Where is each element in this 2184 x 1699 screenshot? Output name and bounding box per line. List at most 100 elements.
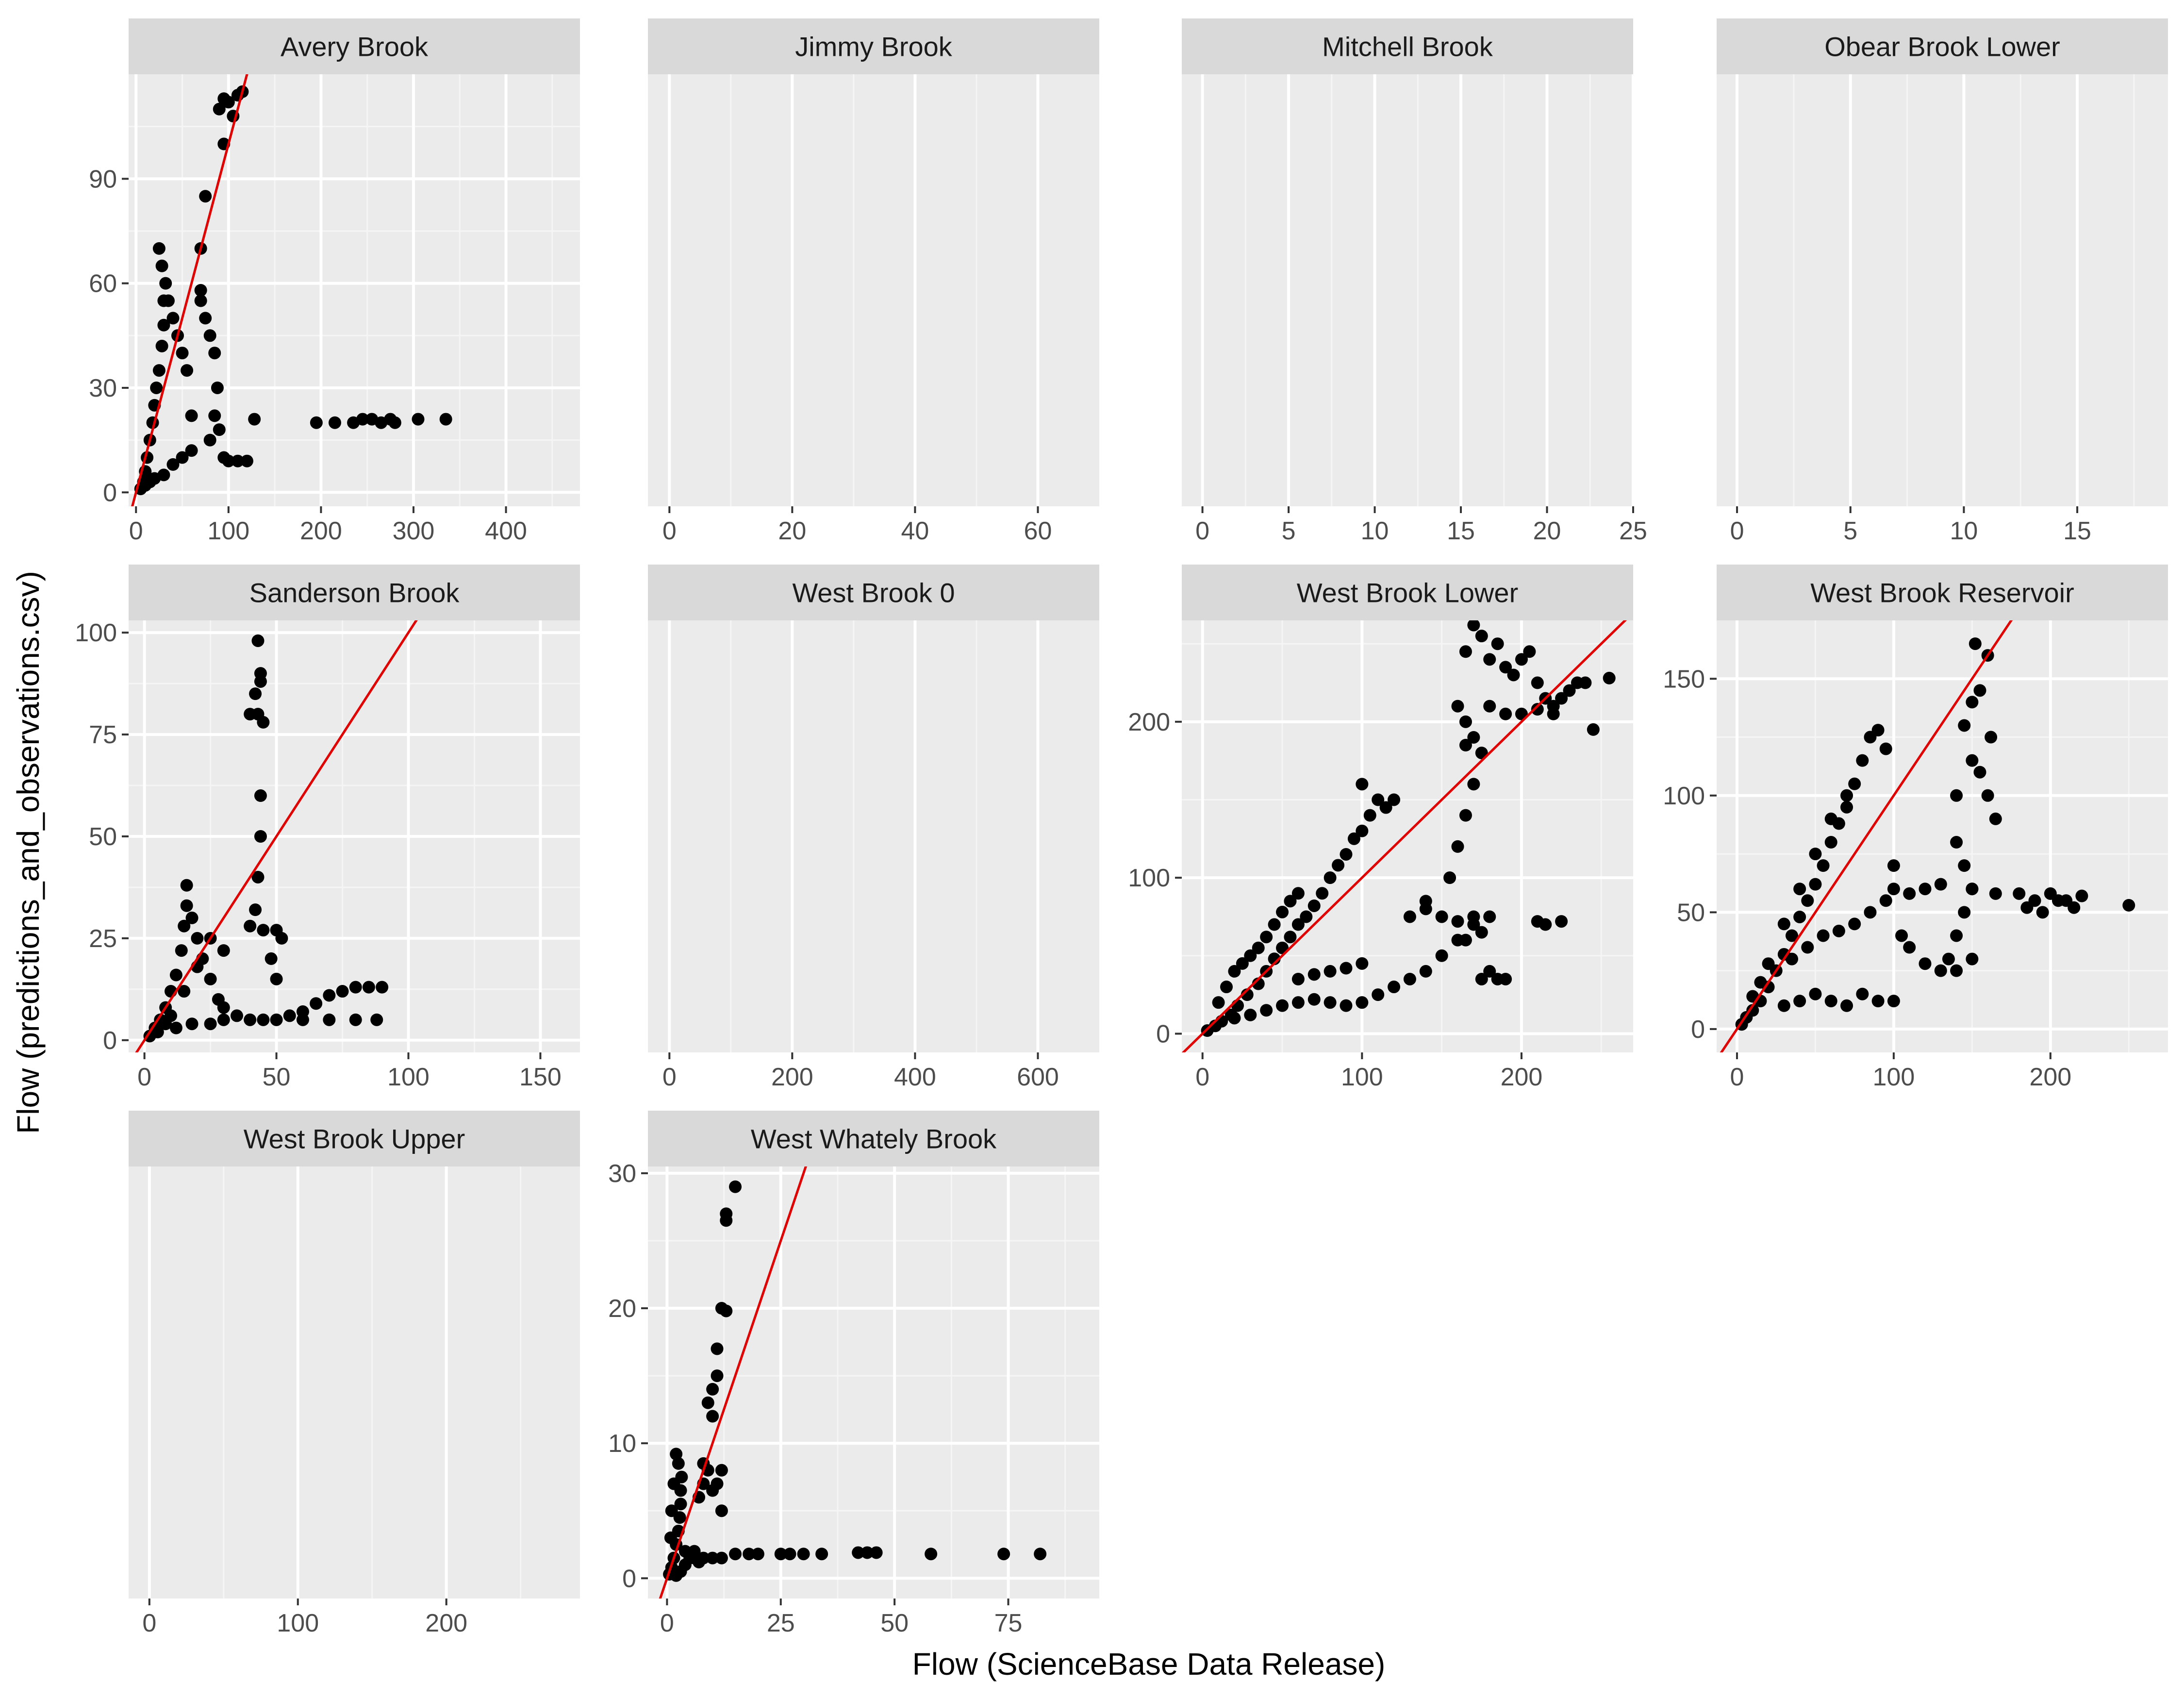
facet-strip <box>648 1111 1099 1166</box>
y-tick-label: 100 <box>1128 864 1170 892</box>
data-point <box>1483 910 1496 923</box>
data-point <box>1419 895 1432 908</box>
data-point <box>1547 707 1560 720</box>
y-tick-label: 90 <box>89 165 117 193</box>
y-tick-label: 0 <box>622 1565 636 1593</box>
data-point <box>2020 901 2034 914</box>
data-point <box>275 932 288 945</box>
facet-panel: West Brook Reservoir 0 100 200 0 50 100 150 <box>1663 565 2168 1091</box>
x-tick-label: 150 <box>519 1063 562 1091</box>
data-point <box>1499 661 1512 674</box>
data-point <box>1356 824 1369 837</box>
data-point <box>254 667 267 680</box>
data-point <box>1467 778 1480 791</box>
y-tick-label: 150 <box>1663 665 1705 693</box>
identity-line <box>1720 620 2013 1052</box>
data-layer <box>659 1166 1047 1599</box>
x-tick-label: 5 <box>1843 517 1857 545</box>
data-point <box>257 924 270 937</box>
data-point <box>222 96 235 109</box>
data-point <box>1363 809 1376 822</box>
data-point <box>1539 918 1552 931</box>
data-point <box>1435 949 1448 962</box>
data-point <box>1809 848 1822 861</box>
facet-strip-label: West Brook 0 <box>792 578 955 608</box>
x-tick-label: 300 <box>393 517 435 545</box>
facet-panel: West Brook 0 0 200 400 600 <box>648 565 1099 1091</box>
data-point <box>2013 887 2026 900</box>
facet-panel: Sanderson Brook 0 50 100 150 0 25 50 75 100 <box>75 565 580 1091</box>
data-point <box>1942 952 1955 966</box>
facet-strip <box>1717 18 2168 74</box>
x-tick-label: 0 <box>662 1063 677 1091</box>
data-point <box>1307 899 1321 912</box>
data-point <box>185 444 198 457</box>
identity-line <box>135 620 418 1052</box>
data-point <box>155 339 168 352</box>
data-point <box>1786 952 1798 966</box>
data-point <box>1777 999 1790 1012</box>
data-point <box>1507 668 1520 682</box>
x-tick-label: 0 <box>1195 517 1209 545</box>
x-tick-label: 50 <box>880 1609 909 1637</box>
data-point <box>2075 889 2088 902</box>
data-point <box>370 1013 383 1026</box>
data-point <box>1388 793 1401 806</box>
data-point <box>1809 987 1822 1000</box>
data-point <box>1555 915 1568 928</box>
data-point <box>2122 899 2135 912</box>
x-tick-label: 75 <box>994 1609 1023 1637</box>
data-point <box>1475 630 1488 643</box>
y-tick-label: 25 <box>89 925 117 953</box>
data-layer <box>1182 620 1627 1052</box>
data-point <box>1419 965 1432 978</box>
facet-strip-label: Mitchell Brook <box>1322 32 1493 62</box>
data-point <box>230 1009 243 1022</box>
data-point <box>1856 754 1869 767</box>
data-point <box>152 364 165 377</box>
data-point <box>1746 1004 1759 1017</box>
data-point <box>1260 1004 1273 1017</box>
data-point <box>1531 676 1544 689</box>
data-point <box>217 1013 230 1026</box>
data-point <box>1231 999 1244 1012</box>
data-point <box>860 1546 874 1559</box>
x-tick-label: 200 <box>425 1609 467 1637</box>
data-point <box>169 1021 182 1034</box>
data-point <box>336 985 349 998</box>
data-point <box>248 413 261 426</box>
data-point <box>1236 957 1249 970</box>
data-point <box>1491 637 1504 650</box>
data-point <box>362 981 375 994</box>
data-point <box>1824 812 1837 825</box>
data-point <box>1451 700 1464 713</box>
x-tick-label: 25 <box>1619 517 1647 545</box>
data-point <box>1291 918 1305 931</box>
data-point <box>310 997 323 1010</box>
data-point <box>1887 995 1900 1008</box>
data-point <box>1276 905 1289 918</box>
data-point <box>1555 692 1568 705</box>
x-tick-label: 0 <box>1730 1063 1744 1091</box>
data-point <box>1966 754 1979 767</box>
data-point <box>1966 952 1979 966</box>
data-point <box>254 830 267 843</box>
data-point <box>251 634 265 647</box>
panel-background <box>1182 74 1633 506</box>
data-point <box>1451 840 1464 853</box>
identity-line <box>1182 620 1627 1052</box>
data-point <box>388 416 401 429</box>
data-point <box>1879 894 1892 907</box>
data-point <box>1212 996 1225 1009</box>
data-point <box>672 1457 685 1470</box>
data-point <box>217 944 230 957</box>
data-point <box>257 1013 270 1026</box>
data-point <box>1786 929 1798 942</box>
data-point <box>1809 878 1822 891</box>
data-point <box>1856 987 1869 1000</box>
data-point <box>1523 645 1536 658</box>
data-point <box>217 1001 230 1014</box>
data-point <box>751 1548 764 1561</box>
data-point <box>257 716 270 729</box>
data-point <box>1284 895 1297 908</box>
